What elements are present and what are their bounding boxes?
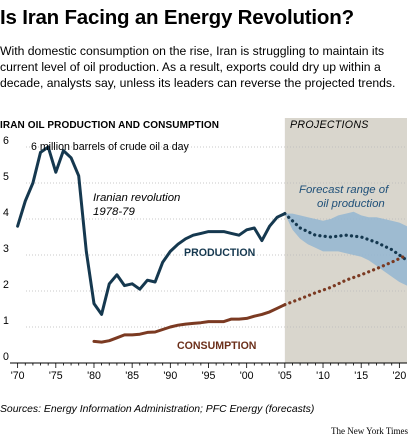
consumption-annotation: CONSUMPTION <box>177 340 256 352</box>
x-tick-label: '05 <box>278 370 292 382</box>
x-tick-label: '95 <box>202 370 216 382</box>
y-tick-label: 1 <box>3 315 9 327</box>
source-note: Sources: Energy Information Administrati… <box>0 404 315 415</box>
y-tick-label: 4 <box>3 207 9 219</box>
publisher-credit: The New York Times <box>330 426 408 436</box>
x-tick-label: '00 <box>240 370 254 382</box>
x-tick-label: '10 <box>316 370 330 382</box>
production-projected-line <box>283 212 409 262</box>
x-tick-label: '75 <box>49 370 63 382</box>
production-line <box>16 145 287 316</box>
x-tick-label: '70 <box>11 370 25 382</box>
y-tick-label: 0 <box>3 351 9 363</box>
projections-label: PROJECTIONS <box>290 119 369 131</box>
x-axis-ticks: '70 '75 '80 '85 '90 '95 '00 '05 '10 '15 '20 <box>11 363 406 382</box>
y-axis-label: 6 million barrels of crude oil a day <box>31 141 190 153</box>
y-tick-label: 2 <box>3 279 9 291</box>
x-tick-label: '15 <box>354 370 368 382</box>
revolution-annotation: Iranian revolution 1978-79 <box>93 192 184 218</box>
data-series <box>16 145 409 344</box>
forecast-annotation: Forecast range of oil production <box>299 184 391 210</box>
page-title: Is Iran Facing an Energy Revolution? <box>0 6 354 29</box>
y-tick-label: 5 <box>3 171 9 183</box>
production-annotation: PRODUCTION <box>184 247 255 259</box>
consumption-line <box>92 303 287 344</box>
x-tick-label: '85 <box>125 370 139 382</box>
intro-text: With domestic consumption on the rise, I… <box>0 44 396 90</box>
x-tick-label: '20 <box>392 370 406 382</box>
y-tick-label: 6 <box>3 135 9 147</box>
x-tick-label: '90 <box>163 370 177 382</box>
consumption-projected-line <box>283 253 409 307</box>
forecast-range-band <box>284 211 407 286</box>
y-axis-ticks: 0 1 2 3 4 5 6 <box>3 135 9 363</box>
chart-title: IRAN OIL PRODUCTION AND CONSUMPTION <box>0 120 220 131</box>
y-tick-label: 3 <box>3 243 9 255</box>
gridlines <box>26 146 407 328</box>
x-tick-label: '80 <box>87 370 101 382</box>
